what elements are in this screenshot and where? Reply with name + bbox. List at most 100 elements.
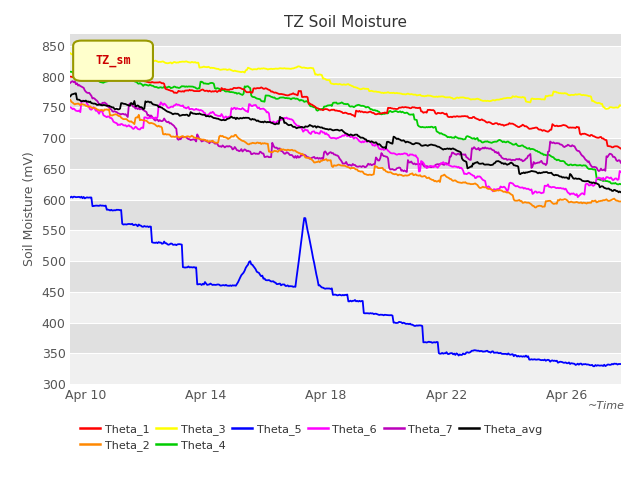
Theta_avg xyxy=(67,94,74,99)
Theta_avg xyxy=(329,128,337,133)
Theta_7 xyxy=(68,78,76,84)
Theta_5 xyxy=(617,361,625,367)
Theta_5 xyxy=(519,354,527,360)
Theta_2 xyxy=(394,172,402,178)
Theta_1 xyxy=(67,74,74,80)
Line: Theta_avg: Theta_avg xyxy=(70,93,621,192)
Theta_7 xyxy=(67,80,74,85)
Title: TZ Soil Moisture: TZ Soil Moisture xyxy=(284,15,407,30)
FancyBboxPatch shape xyxy=(73,41,153,81)
Theta_5 xyxy=(365,311,373,316)
Line: Theta_5: Theta_5 xyxy=(70,197,621,366)
Theta_3 xyxy=(394,90,402,96)
Theta_1 xyxy=(332,108,340,113)
Theta_4 xyxy=(394,109,402,115)
Legend: Theta_1, Theta_2, Theta_3, Theta_4, Theta_5, Theta_6, Theta_7, Theta_avg: Theta_1, Theta_2, Theta_3, Theta_4, Thet… xyxy=(76,419,547,456)
Theta_4 xyxy=(617,181,625,187)
Theta_2 xyxy=(518,198,525,204)
Theta_3 xyxy=(328,81,335,86)
Theta_3 xyxy=(603,106,611,112)
Theta_2 xyxy=(332,163,339,168)
Theta_3 xyxy=(617,103,625,108)
Theta_avg xyxy=(519,170,527,176)
Bar xyxy=(70,138,621,169)
Theta_2 xyxy=(617,199,625,204)
Theta_avg xyxy=(617,189,625,195)
Bar xyxy=(70,292,621,323)
Theta_avg xyxy=(615,190,623,195)
Theta_1 xyxy=(605,143,612,149)
Theta_7 xyxy=(403,169,411,175)
Theta_4 xyxy=(328,103,335,109)
Theta_5 xyxy=(332,292,340,298)
Theta_6 xyxy=(329,135,337,141)
Theta_6 xyxy=(574,194,582,200)
Theta_2 xyxy=(328,163,335,169)
Theta_6 xyxy=(396,151,403,157)
Theta_3 xyxy=(605,106,612,111)
Text: ~Time: ~Time xyxy=(588,401,625,411)
Theta_5 xyxy=(591,363,598,369)
Theta_5 xyxy=(67,194,74,200)
Theta_6 xyxy=(79,98,86,104)
Bar xyxy=(70,261,621,292)
Theta_3 xyxy=(518,95,525,100)
Y-axis label: Soil Moisture (mV): Soil Moisture (mV) xyxy=(23,151,36,266)
Theta_5 xyxy=(606,362,614,368)
Bar xyxy=(70,46,621,77)
Theta_4 xyxy=(518,143,525,148)
Theta_4 xyxy=(364,104,372,110)
Line: Theta_2: Theta_2 xyxy=(70,100,621,207)
Theta_4 xyxy=(615,181,623,187)
Theta_5 xyxy=(329,292,337,298)
Bar xyxy=(70,108,621,138)
Bar xyxy=(70,230,621,261)
Theta_2 xyxy=(605,198,612,204)
Theta_1 xyxy=(365,109,373,115)
Line: Theta_1: Theta_1 xyxy=(70,71,621,148)
Line: Theta_4: Theta_4 xyxy=(70,72,621,184)
Theta_2 xyxy=(364,172,372,178)
Theta_2 xyxy=(67,97,74,103)
Theta_6 xyxy=(332,136,340,142)
Theta_avg xyxy=(332,127,340,132)
Bar xyxy=(70,200,621,230)
Theta_4 xyxy=(67,69,74,74)
Theta_avg xyxy=(605,186,612,192)
Theta_7 xyxy=(396,165,403,170)
Bar xyxy=(70,169,621,200)
Theta_avg xyxy=(365,138,373,144)
Theta_2 xyxy=(532,204,540,210)
Theta_avg xyxy=(72,90,80,96)
Theta_7 xyxy=(365,162,373,168)
Theta_6 xyxy=(606,175,614,181)
Theta_3 xyxy=(364,86,372,92)
Theta_7 xyxy=(520,158,527,164)
Theta_1 xyxy=(519,122,527,128)
Line: Theta_6: Theta_6 xyxy=(70,101,621,197)
Theta_7 xyxy=(332,153,340,158)
Theta_7 xyxy=(606,151,614,156)
Theta_3 xyxy=(332,81,339,87)
Theta_7 xyxy=(617,160,625,166)
Theta_1 xyxy=(617,145,625,151)
Theta_5 xyxy=(68,194,76,200)
Bar xyxy=(70,77,621,108)
Theta_6 xyxy=(365,138,373,144)
Theta_7 xyxy=(329,150,337,156)
Theta_1 xyxy=(77,68,84,73)
Theta_6 xyxy=(617,169,625,175)
Theta_4 xyxy=(604,178,611,184)
Bar xyxy=(70,353,621,384)
Theta_5 xyxy=(396,319,403,325)
Theta_1 xyxy=(329,107,337,113)
Bar xyxy=(70,323,621,353)
Text: TZ_sm: TZ_sm xyxy=(95,54,131,67)
Line: Theta_7: Theta_7 xyxy=(70,81,621,172)
Theta_3 xyxy=(67,50,74,56)
Theta_6 xyxy=(519,185,527,191)
Theta_avg xyxy=(396,136,403,142)
Theta_4 xyxy=(332,100,339,106)
Theta_6 xyxy=(67,105,74,110)
Line: Theta_3: Theta_3 xyxy=(70,53,621,109)
